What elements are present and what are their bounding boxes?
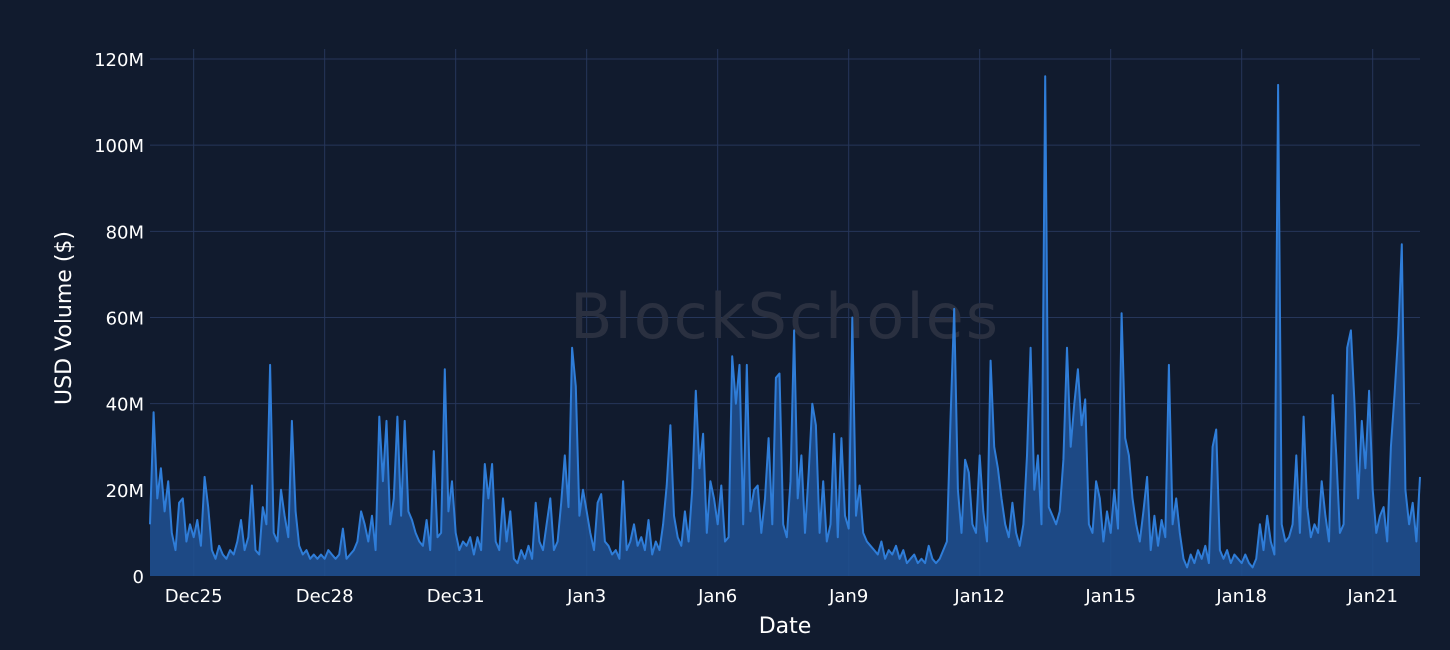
x-tick-label: Jan18 <box>1215 586 1267 607</box>
x-tick-label: Jan12 <box>953 586 1005 607</box>
y-tick-label: 60M <box>106 309 144 330</box>
y-axis-title: USD Volume ($) <box>52 231 77 405</box>
x-axis-ticks: Dec25 Dec28 Dec31 Jan3 Jan6 Jan9 Jan12 Jan15 Jan… <box>165 586 1398 607</box>
x-tick-label: Jan6 <box>697 586 737 607</box>
y-axis-ticks: 0 20M 40M 60M 80M 100M 120M <box>94 50 144 588</box>
grid-lines <box>150 49 1420 576</box>
y-tick-label: 80M <box>106 222 144 243</box>
x-axis-title: Date <box>759 614 812 639</box>
x-tick-label: Jan9 <box>828 586 868 607</box>
y-tick-label: 100M <box>94 136 144 157</box>
x-tick-label: Jan3 <box>566 586 606 607</box>
x-tick-label: Dec28 <box>296 586 354 607</box>
x-tick-label: Dec25 <box>165 586 223 607</box>
y-tick-label: 20M <box>106 481 144 502</box>
x-tick-label: Jan15 <box>1084 586 1136 607</box>
x-tick-label: Dec31 <box>427 586 485 607</box>
area-layer <box>149 75 1421 576</box>
watermark: BlockScholes <box>570 280 1000 353</box>
volume-line <box>149 75 1421 569</box>
y-tick-label: 40M <box>106 395 144 416</box>
x-tick-label: Jan21 <box>1346 586 1398 607</box>
y-tick-label: 0 <box>133 567 144 588</box>
y-tick-label: 120M <box>94 50 144 71</box>
